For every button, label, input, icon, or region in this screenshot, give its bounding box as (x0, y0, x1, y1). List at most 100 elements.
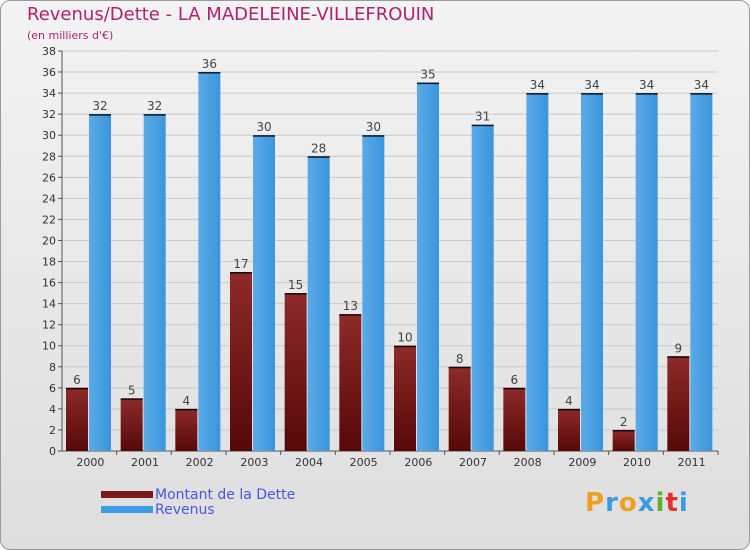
chart-subtitle: (en milliers d'€) (27, 29, 114, 42)
value-label: 35 (420, 68, 435, 82)
y-tick-label: 2 (49, 424, 56, 437)
value-label: 15 (288, 278, 303, 292)
x-tick-label: 2006 (404, 456, 432, 469)
bar-top-edge (143, 114, 166, 116)
bar-dette (558, 408, 580, 451)
value-label: 34 (584, 78, 599, 92)
legend-label-dette: Montant de la Dette (155, 486, 296, 503)
x-tick-label: 2011 (678, 456, 706, 469)
y-tick-label: 24 (42, 192, 56, 205)
bar-top-edge (581, 93, 603, 95)
bar-dette (120, 398, 143, 451)
value-label: 17 (233, 257, 248, 271)
value-label: 9 (675, 341, 683, 355)
bar-top-edge (394, 345, 416, 348)
x-tick-label: 2003 (240, 456, 268, 469)
bar-revenus (417, 82, 439, 451)
bar-dette (339, 314, 362, 451)
value-label: 6 (511, 373, 519, 387)
y-tick-label: 18 (42, 256, 56, 269)
y-tick-label: 4 (49, 403, 56, 416)
legend-item-dette: Montant de la Dette (101, 486, 296, 503)
bar-revenus (362, 135, 385, 452)
value-label: 4 (565, 394, 573, 408)
bar-dette (394, 345, 416, 451)
bar-revenus (471, 124, 494, 452)
logo-letter: t (665, 488, 679, 518)
bar-top-edge (503, 387, 526, 390)
bar-dette (667, 356, 690, 451)
x-tick-label: 2001 (131, 456, 159, 469)
logo-letter: i (678, 488, 689, 518)
bar-dette (503, 387, 526, 451)
bar-top-edge (198, 72, 221, 74)
value-label: 13 (343, 299, 358, 313)
value-label: 30 (256, 120, 271, 134)
value-label: 5 (128, 383, 136, 397)
bar-dette (448, 366, 471, 451)
bar-revenus (253, 135, 275, 452)
legend-swatch-revenus (101, 506, 153, 513)
bar-top-edge (66, 387, 88, 390)
logo-letter: o (618, 488, 638, 518)
y-tick-label: 8 (49, 361, 56, 374)
value-label: 8 (456, 352, 464, 366)
y-tick-label: 14 (42, 298, 56, 311)
bar-top-edge (635, 93, 658, 95)
bar-top-edge (558, 408, 580, 411)
y-tick-label: 16 (42, 277, 56, 290)
bar-top-edge (690, 93, 713, 95)
value-label: 30 (366, 120, 381, 134)
bar-top-edge (339, 314, 362, 316)
bar-revenus (635, 93, 658, 452)
x-tick-label: 2010 (623, 456, 651, 469)
bar-dette (230, 272, 252, 451)
bar-revenus (198, 72, 221, 451)
x-tick-label: 2005 (350, 456, 378, 469)
value-label: 32 (92, 99, 107, 113)
value-label: 6 (73, 373, 81, 387)
legend-swatch-dette (101, 491, 153, 498)
y-tick-label: 36 (42, 66, 56, 79)
bar-top-edge (307, 156, 330, 158)
y-tick-label: 30 (42, 129, 56, 142)
legend-label-revenus: Revenus (155, 501, 215, 518)
value-label: 32 (147, 99, 162, 113)
bar-top-edge (417, 82, 439, 85)
bar-top-edge (175, 408, 198, 411)
bar-top-edge (89, 114, 111, 116)
y-tick-label: 32 (42, 108, 56, 121)
x-tick-label: 2004 (295, 456, 323, 469)
bar-dette (175, 408, 198, 451)
y-tick-label: 10 (42, 340, 56, 353)
bar-top-edge (230, 272, 252, 274)
x-tick-label: 2007 (459, 456, 487, 469)
value-label: 2 (620, 415, 628, 429)
y-tick-label: 6 (49, 382, 56, 395)
logo-letter: r (605, 488, 619, 518)
bar-top-edge (448, 366, 471, 369)
y-tick-label: 12 (42, 319, 56, 332)
y-tick-label: 28 (42, 150, 56, 163)
y-tick-label: 22 (42, 213, 56, 226)
legend: Montant de la Dette Revenus (101, 486, 296, 518)
bar-revenus (526, 93, 549, 452)
value-label: 36 (202, 57, 217, 71)
y-tick-label: 34 (42, 87, 56, 100)
bar-revenus (581, 93, 603, 452)
x-tick-label: 2009 (568, 456, 596, 469)
proxiti-logo: Proxiti (585, 488, 689, 518)
bar-top-edge (471, 124, 494, 127)
x-tick-label: 2008 (514, 456, 542, 469)
legend-item-revenus: Revenus (101, 501, 295, 518)
bar-top-edge (362, 135, 385, 137)
bar-revenus (89, 114, 111, 451)
logo-letter: x (637, 488, 656, 518)
value-label: 10 (397, 331, 412, 345)
value-label: 4 (183, 394, 191, 408)
bar-dette (612, 429, 635, 451)
bar-top-edge (526, 93, 549, 95)
bar-top-edge (667, 356, 690, 358)
